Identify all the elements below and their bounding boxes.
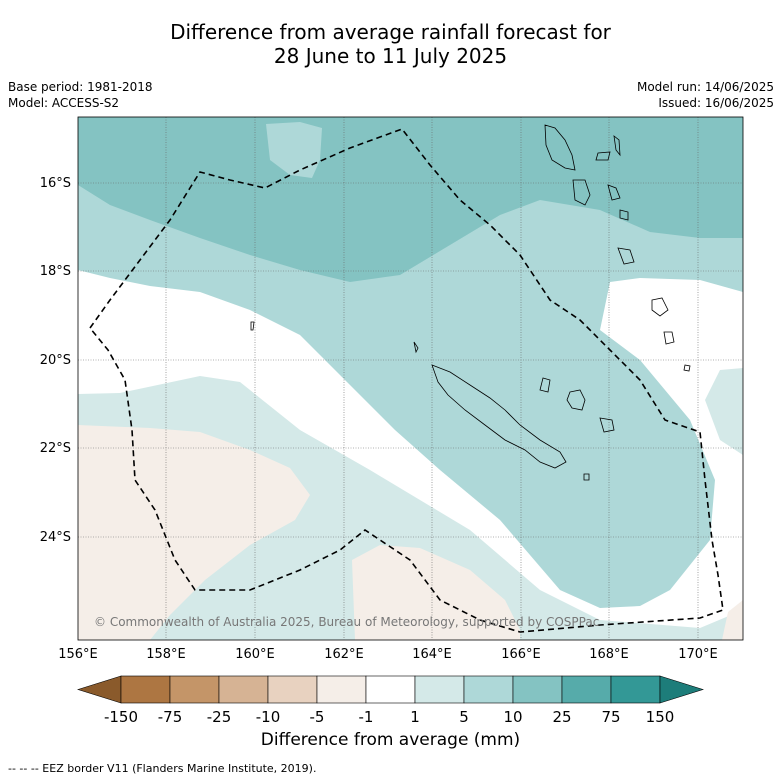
model-run: Model run: 14/06/2025 <box>636 80 774 94</box>
lat-label-4: 24°S <box>40 530 71 545</box>
contour-minus1-to-minus5-east <box>722 600 743 640</box>
vanuatu-tanna <box>651 297 669 317</box>
contour-1-to-5-south-patch <box>225 628 305 640</box>
colorbar-tick-7: 5 <box>459 708 469 726</box>
belep-islands <box>413 341 419 354</box>
eez-border <box>88 128 724 633</box>
vanuatu-espiritu-santo <box>544 124 576 171</box>
colorbar-box-4 <box>316 675 367 704</box>
colorbar-box-7 <box>463 675 514 704</box>
colorbar-tick-8: 10 <box>503 708 522 726</box>
loyalty-island-3 <box>599 417 615 433</box>
colorbar-box-3 <box>267 675 318 704</box>
colorbar-tick-10: 75 <box>601 708 620 726</box>
contour-10-to-25 <box>78 117 743 282</box>
colorbar-box-5 <box>365 675 416 704</box>
chesterfield-islet <box>250 321 255 331</box>
lon-label-1: 158°E <box>146 647 186 662</box>
colorbar-box-1 <box>169 675 220 704</box>
loyalty-island-2 <box>566 389 586 411</box>
eez-legend-note: -- -- -- EEZ border V11 (Flanders Marine… <box>8 762 317 775</box>
model-name: Model: ACCESS-S2 <box>8 96 120 110</box>
isle-of-pines <box>583 473 590 481</box>
lat-label-3: 22°S <box>40 441 71 456</box>
issued-date: Issued: 16/06/2025 <box>658 96 774 110</box>
colorbar-box-6 <box>414 675 465 704</box>
lon-label-7: 170°E <box>678 647 718 662</box>
colorbar-arrow-high <box>659 675 705 704</box>
lon-label-5: 166°E <box>501 647 541 662</box>
lat-label-2: 20°S <box>40 353 71 368</box>
copyright-text: © Commonwealth of Australia 2025, Bureau… <box>94 615 599 629</box>
contour-minus1-to-minus5-south <box>352 545 520 640</box>
vanuatu-island-2 <box>595 151 611 161</box>
vanuatu-island-3 <box>613 135 621 157</box>
colorbar-box-9 <box>561 675 612 704</box>
colorbar-tick-3: -10 <box>256 708 281 726</box>
coastlines <box>250 124 691 481</box>
colorbar-tick-0: -150 <box>104 708 138 726</box>
lat-label-0: 16°S <box>40 176 71 191</box>
vanuatu-aneityum <box>663 331 675 345</box>
map-frame <box>77 116 744 641</box>
colorbar-box-10 <box>610 675 661 704</box>
loyalty-island-1 <box>539 377 551 393</box>
colorbar-label: Difference from average (mm) <box>260 730 521 750</box>
vanuatu-malakula <box>572 179 591 206</box>
vanuatu-efate <box>619 209 629 221</box>
colorbar-box-8 <box>512 675 563 704</box>
map-area <box>78 117 743 640</box>
graticule <box>78 117 743 640</box>
colorbar-tick-1: -75 <box>158 708 183 726</box>
vanuatu-island-5 <box>607 184 621 201</box>
lat-label-1: 18°S <box>40 264 71 279</box>
colorbar-box-2 <box>218 675 269 704</box>
contour-5-to-10-patch <box>266 122 322 178</box>
colorbar-tick-5: -1 <box>359 708 374 726</box>
colorbar-tick-9: 25 <box>552 708 571 726</box>
contour-minus1-to-minus5-west <box>78 425 310 640</box>
map-title-line2: 28 June to 11 July 2025 <box>273 44 508 68</box>
lon-label-2: 160°E <box>235 647 275 662</box>
vanuatu-erromango <box>617 247 635 265</box>
colorbar-tick-11: 150 <box>646 708 675 726</box>
axis-labels: 16°S 18°S 20°S 22°S 24°S 156°E 158°E 160… <box>40 176 718 662</box>
lon-label-3: 162°E <box>324 647 364 662</box>
colorbar-tick-4: -5 <box>310 708 325 726</box>
lon-label-0: 156°E <box>58 647 98 662</box>
colorbar-tick-6: 1 <box>410 708 420 726</box>
base-period: Base period: 1981-2018 <box>8 80 153 94</box>
colorbar-arrow-low <box>76 675 122 704</box>
colorbar: -150 -75 -25 -10 -5 -1 1 5 10 25 75 150 <box>76 675 705 726</box>
hunter-island <box>683 364 691 372</box>
lon-label-6: 168°E <box>589 647 629 662</box>
lon-label-4: 164°E <box>412 647 452 662</box>
colorbar-tick-2: -25 <box>207 708 232 726</box>
colorbar-box-0 <box>120 675 171 704</box>
map-title-line1: Difference from average rainfall forecas… <box>170 20 611 44</box>
new-caledonia-mainland <box>431 364 567 469</box>
